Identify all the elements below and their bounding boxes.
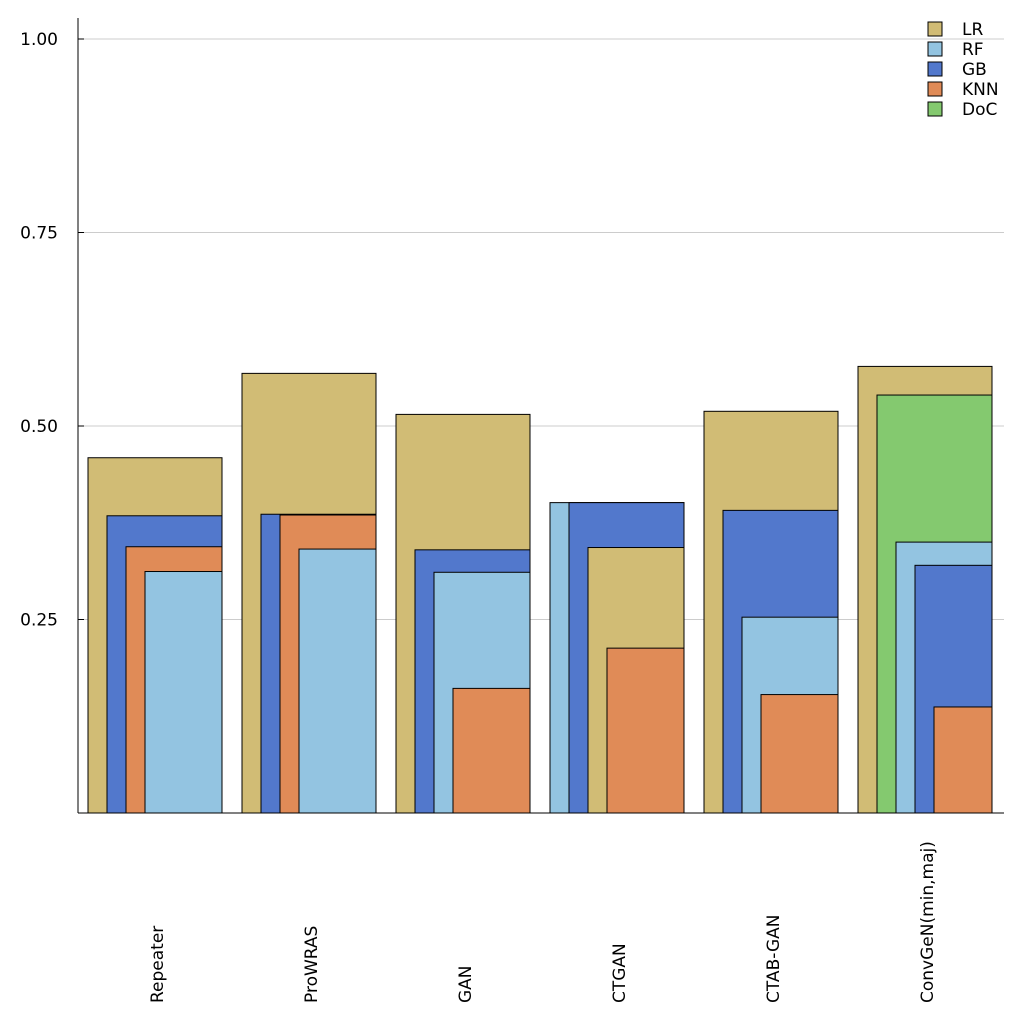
- legend-swatch-rf: [927, 41, 943, 57]
- legend-swatch-lr: [927, 21, 943, 37]
- legend-label-rf: RF: [962, 40, 984, 60]
- legend-swatch-gb: [927, 61, 943, 77]
- legend-swatch-doc: [927, 101, 943, 117]
- bar-knn: [760, 694, 839, 814]
- bar-rf: [144, 571, 223, 814]
- bar-knn: [452, 687, 531, 814]
- x-tick-label: CTGAN: [610, 943, 630, 1003]
- bar-rf: [298, 548, 377, 814]
- x-tick-label: ProWRAS: [302, 926, 322, 1003]
- x-tick-label: Repeater: [148, 926, 168, 1003]
- bar-knn: [933, 706, 993, 814]
- legend-label-doc: DoC: [962, 100, 997, 120]
- legend-label-lr: LR: [962, 20, 983, 40]
- grid-layer: [78, 38, 1004, 620]
- bars-layer: [87, 365, 993, 814]
- bar-knn: [606, 647, 685, 814]
- y-tick-label: 0.75: [20, 224, 58, 244]
- legend-label-gb: GB: [962, 60, 987, 80]
- axes-layer: 0.25 0.50 0.75 1.00 Repeater ProWRAS GAN CTGAN C…: [20, 18, 1004, 1003]
- legend-swatch-knn: [927, 81, 943, 97]
- y-tick-label: 0.50: [20, 417, 58, 437]
- x-tick-label: CTAB-GAN: [764, 914, 784, 1003]
- legend-label-knn: KNN: [962, 80, 999, 100]
- x-tick-label: ConvGeN(min,maj): [918, 841, 938, 1003]
- y-tick-label: 1.00: [20, 30, 58, 50]
- y-tick-label: 0.25: [20, 611, 58, 631]
- x-tick-label: GAN: [456, 965, 476, 1003]
